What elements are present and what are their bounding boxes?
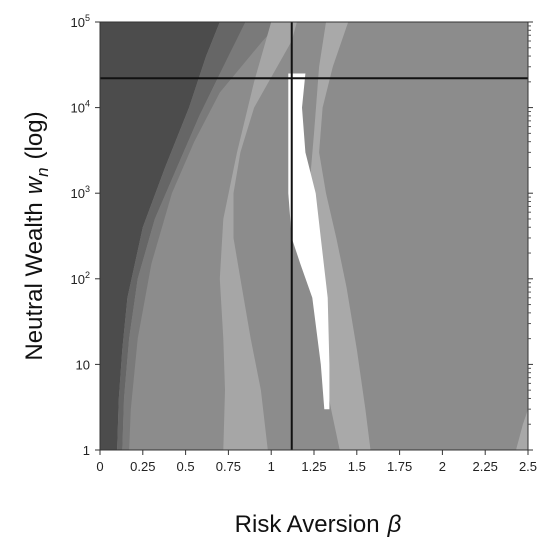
y-axis-title-text: Neutral Wealth	[21, 202, 48, 360]
x-tick-label: 2.25	[473, 459, 498, 474]
region-light-left	[219, 22, 297, 450]
y-axis-title-subscript: n	[33, 167, 52, 176]
region-darkest	[100, 22, 220, 450]
y-axis-title-symbol: w	[21, 175, 48, 194]
y-tick-label: 1	[83, 443, 90, 458]
y-tick-label: 104	[71, 99, 90, 116]
x-tick-label: 0.25	[130, 459, 155, 474]
x-tick-label: 1.5	[348, 459, 366, 474]
x-tick-label: 1.75	[387, 459, 412, 474]
y-tick-label: 10	[76, 357, 90, 372]
x-tick-label: 1.25	[301, 459, 326, 474]
x-axis-title: Risk Aversion β	[235, 511, 402, 538]
y-axis-title-suffix: (log)	[21, 111, 48, 159]
x-axis-title-text: Risk Aversion	[235, 511, 380, 538]
x-tick-label: 0.75	[216, 459, 241, 474]
x-tick-label: 2.5	[519, 459, 537, 474]
y-tick-label: 102	[71, 270, 90, 287]
x-axis: 0 0.25 0.5 0.75 1 1.25 1.5 1.75 2 2.25 2.5	[96, 450, 537, 474]
y-tick-label: 105	[71, 13, 90, 30]
y-axis: 1 10 102 103 104 105	[71, 13, 533, 458]
region-white	[288, 73, 330, 410]
heatmap-regions	[100, 22, 528, 450]
x-tick-label: 0	[96, 459, 103, 474]
x-axis-title-symbol: β	[387, 511, 402, 538]
y-axis-title: Neutral Wealth wn (log)	[21, 111, 52, 360]
y-tick-label: 103	[71, 184, 90, 201]
region-dark	[117, 22, 246, 450]
reference-lines	[100, 22, 528, 450]
x-tick-label: 2	[439, 459, 446, 474]
region-light-bottom-right	[516, 409, 528, 450]
x-tick-label: 0.5	[177, 459, 195, 474]
x-tick-label: 1	[268, 459, 275, 474]
region-mid-dark	[122, 22, 280, 450]
